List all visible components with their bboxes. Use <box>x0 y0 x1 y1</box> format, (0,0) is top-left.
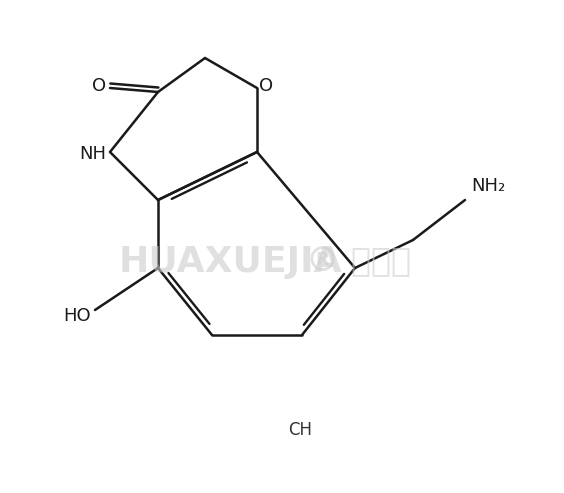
Text: HO: HO <box>63 307 91 325</box>
Text: O: O <box>259 77 273 95</box>
Text: NH: NH <box>79 145 106 163</box>
Text: CH: CH <box>288 421 312 439</box>
Text: HUAXUEJIA: HUAXUEJIA <box>118 245 342 279</box>
Text: NH₂: NH₂ <box>471 177 505 195</box>
Text: ® 化学加: ® 化学加 <box>306 246 411 279</box>
Text: O: O <box>92 77 106 95</box>
